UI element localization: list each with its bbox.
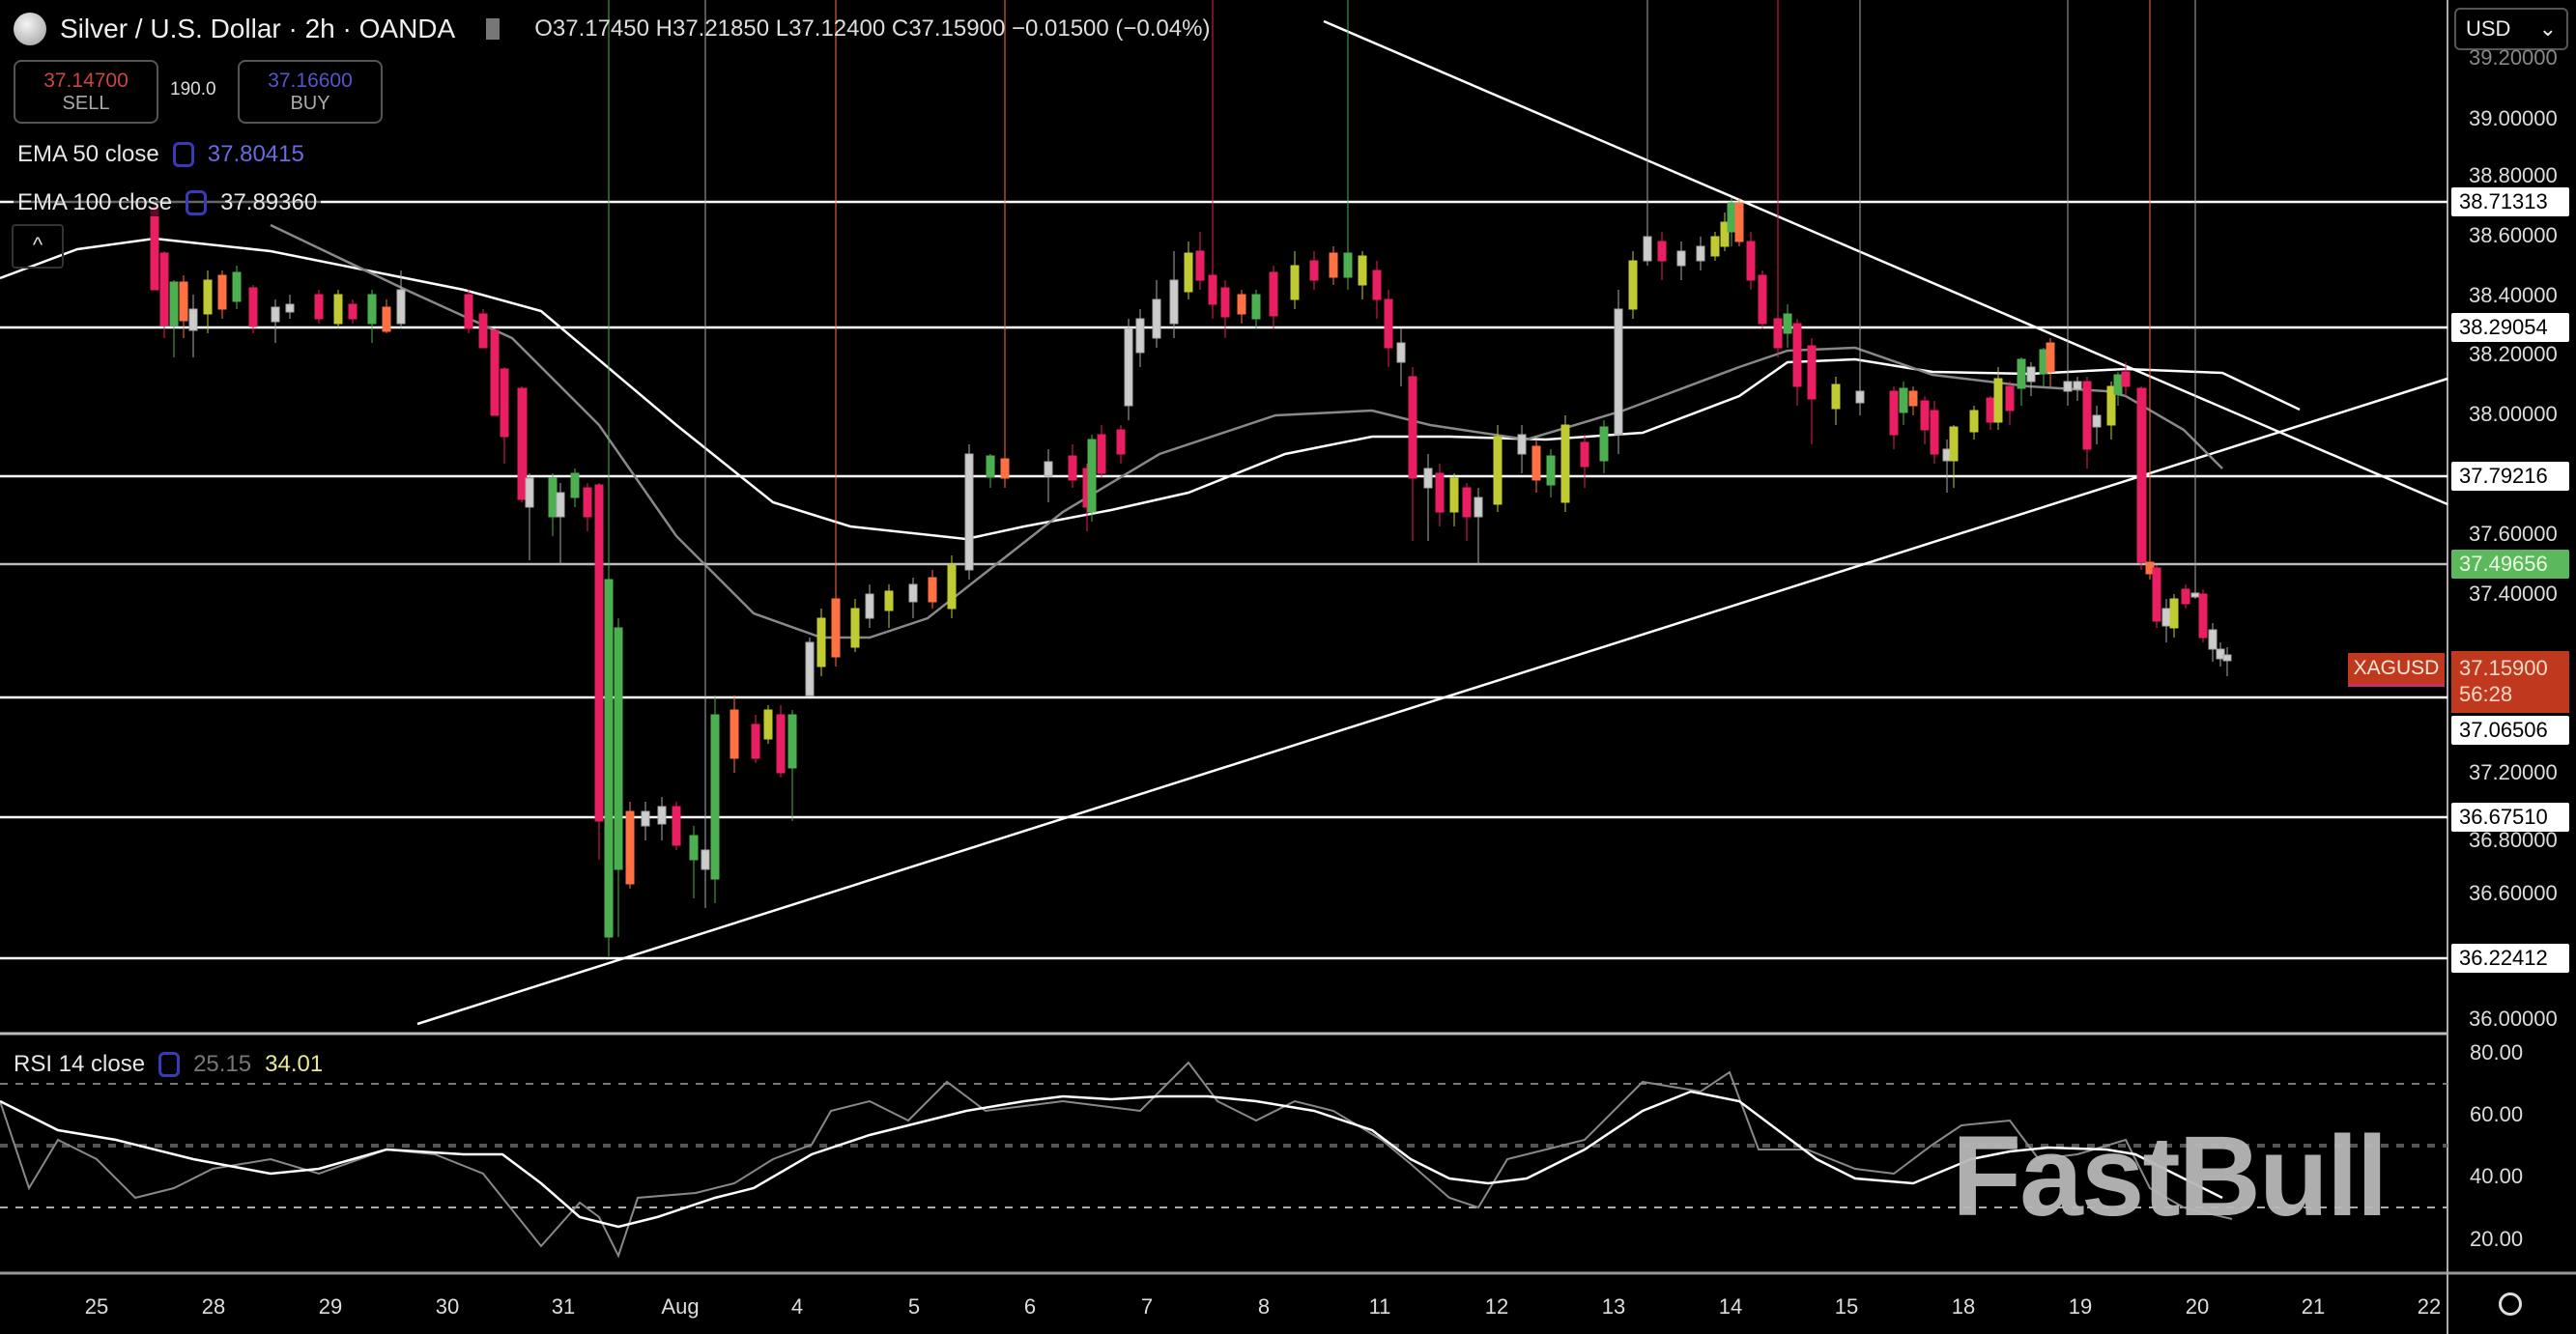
last-price: 37.15900 [2459, 656, 2548, 680]
level-label: 36.67510 [2451, 803, 2569, 832]
bar-countdown: 56:28 [2459, 682, 2513, 706]
price-tick: 38.40000 [2469, 283, 2558, 307]
currency-selector[interactable]: USD ⌄ [2454, 8, 2568, 50]
time-label: 19 [2068, 1294, 2093, 1319]
currency-value: USD [2466, 16, 2511, 41]
price-tick: 37.20000 [2469, 760, 2558, 784]
time-label: 4 [790, 1294, 804, 1319]
time-label: 29 [318, 1294, 343, 1319]
time-label: 25 [84, 1294, 109, 1319]
time-label: 11 [1368, 1294, 1391, 1319]
time-label: 18 [1951, 1294, 1976, 1319]
indicator-settings-icon[interactable] [158, 1052, 181, 1077]
ema100-value: 37.89360 [220, 189, 318, 215]
spread-value: 190.0 [170, 79, 216, 99]
rsi-tick: 40.00 [2470, 1164, 2524, 1188]
rsi-label: RSI 14 close [14, 1051, 146, 1077]
indicator-settings-icon[interactable] [172, 142, 194, 167]
rsi-bands [0, 1083, 2447, 1208]
level-label: 37.06506 [2451, 716, 2569, 745]
price-tick: 39.00000 [2469, 106, 2558, 130]
rsi-ma-line [0, 1090, 2223, 1229]
horizontal-levels [0, 200, 2447, 960]
time-label: Aug [661, 1294, 700, 1319]
rsi-legend[interactable]: RSI 14 close 25.15 34.01 [14, 1051, 323, 1078]
indicator-settings-icon[interactable] [186, 190, 208, 215]
market-status-icon [486, 18, 501, 40]
sell-label: SELL [62, 92, 110, 114]
level-label: 38.71313 [2451, 187, 2569, 216]
price-tick: 37.60000 [2469, 522, 2558, 546]
price-tick: 38.20000 [2469, 342, 2558, 366]
ema-price-label: 37.49656 [2451, 550, 2569, 579]
price-tick: 38.00000 [2469, 402, 2558, 426]
rsi-tick: 60.00 [2470, 1102, 2524, 1126]
descending-trendline [1323, 19, 2448, 506]
candlesticks [150, 0, 2232, 956]
ema50-line [270, 223, 2223, 639]
price-tick: 36.80000 [2469, 828, 2558, 852]
rsi-tick: 80.00 [2470, 1040, 2524, 1064]
buy-label: BUY [290, 92, 330, 114]
time-label: 13 [1601, 1294, 1626, 1319]
time-label: 28 [201, 1294, 226, 1319]
symbol-title[interactable]: Silver / U.S. Dollar · 2h · OANDA [60, 14, 456, 43]
sell-price: 37.14700 [43, 69, 129, 92]
time-label: 6 [1023, 1294, 1037, 1319]
chart-settings-icon[interactable] [2499, 1292, 2522, 1316]
time-label: 22 [2417, 1294, 2442, 1319]
ascending-trendline [416, 377, 2448, 1026]
chart-header: Silver / U.S. Dollar · 2h · OANDA O37.17… [14, 10, 1210, 48]
sell-button[interactable]: 37.14700 SELL [14, 60, 158, 124]
ema100-label: EMA 100 close [17, 189, 173, 215]
rsi-value: 34.01 [265, 1051, 324, 1077]
ema50-label: EMA 50 close [17, 141, 159, 167]
price-tick: 36.60000 [2469, 881, 2558, 905]
time-label: 5 [907, 1294, 921, 1319]
rsi-ma-value: 25.15 [193, 1051, 252, 1077]
symbol-tag: XAGUSD [2348, 653, 2445, 687]
time-label: 7 [1140, 1294, 1154, 1319]
time-label: 21 [2301, 1294, 2326, 1319]
level-label: 36.22412 [2451, 944, 2569, 973]
time-label: 8 [1257, 1294, 1271, 1319]
buy-price: 37.16600 [268, 69, 353, 92]
time-label: 14 [1718, 1294, 1743, 1319]
fastbull-watermark: FastBull [1952, 1113, 2388, 1240]
price-tick: 39.20000 [2469, 45, 2558, 70]
time-label: 12 [1484, 1294, 1509, 1319]
time-label: 15 [1834, 1294, 1859, 1319]
silver-coin-icon [14, 13, 46, 45]
chevron-down-icon: ⌄ [2538, 16, 2557, 41]
ema50-legend[interactable]: EMA 50 close 37.80415 [14, 141, 308, 168]
price-tick: 36.00000 [2469, 1007, 2558, 1031]
price-tick: 38.60000 [2469, 223, 2558, 247]
price-tick: 37.40000 [2469, 582, 2558, 606]
price-tick: 38.80000 [2469, 163, 2558, 187]
ema100-legend[interactable]: EMA 100 close 37.89360 [14, 189, 322, 216]
time-label: 20 [2185, 1294, 2210, 1319]
buy-button[interactable]: 37.16600 BUY [238, 60, 383, 124]
level-label: 37.79216 [2451, 462, 2569, 491]
ema50-value: 37.80415 [207, 141, 304, 167]
ema100-line [0, 237, 2301, 541]
time-label: 31 [551, 1294, 576, 1319]
ohlc-values: O37.17450 H37.21850 L37.12400 C37.15900 … [534, 15, 1211, 42]
level-label: 38.29054 [2451, 313, 2569, 342]
collapse-legend-button[interactable]: ^ [12, 224, 64, 269]
rsi-tick: 20.00 [2470, 1227, 2524, 1251]
last-price-label: 37.15900 56:28 [2451, 651, 2569, 713]
rsi-line [0, 1061, 2233, 1259]
time-label: 30 [435, 1294, 460, 1319]
